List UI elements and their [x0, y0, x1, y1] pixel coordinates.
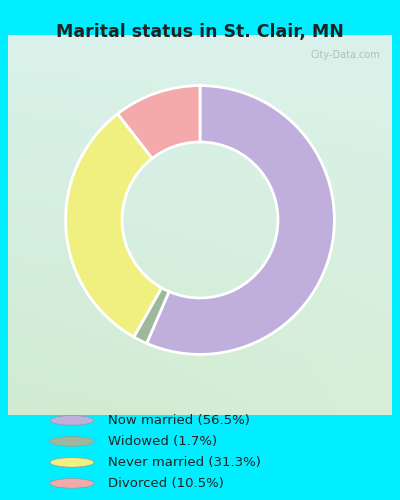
Text: Divorced (10.5%): Divorced (10.5%) [108, 477, 224, 490]
Wedge shape [147, 86, 334, 354]
Wedge shape [66, 114, 162, 337]
Text: Never married (31.3%): Never married (31.3%) [108, 456, 261, 469]
Circle shape [50, 478, 94, 488]
Text: City-Data.com: City-Data.com [311, 50, 380, 60]
Circle shape [50, 458, 94, 467]
Circle shape [50, 436, 94, 446]
Text: Marital status in St. Clair, MN: Marital status in St. Clair, MN [56, 22, 344, 40]
Text: Widowed (1.7%): Widowed (1.7%) [108, 435, 217, 448]
Wedge shape [134, 288, 169, 344]
Text: Now married (56.5%): Now married (56.5%) [108, 414, 250, 427]
Circle shape [50, 416, 94, 425]
Wedge shape [118, 86, 200, 158]
